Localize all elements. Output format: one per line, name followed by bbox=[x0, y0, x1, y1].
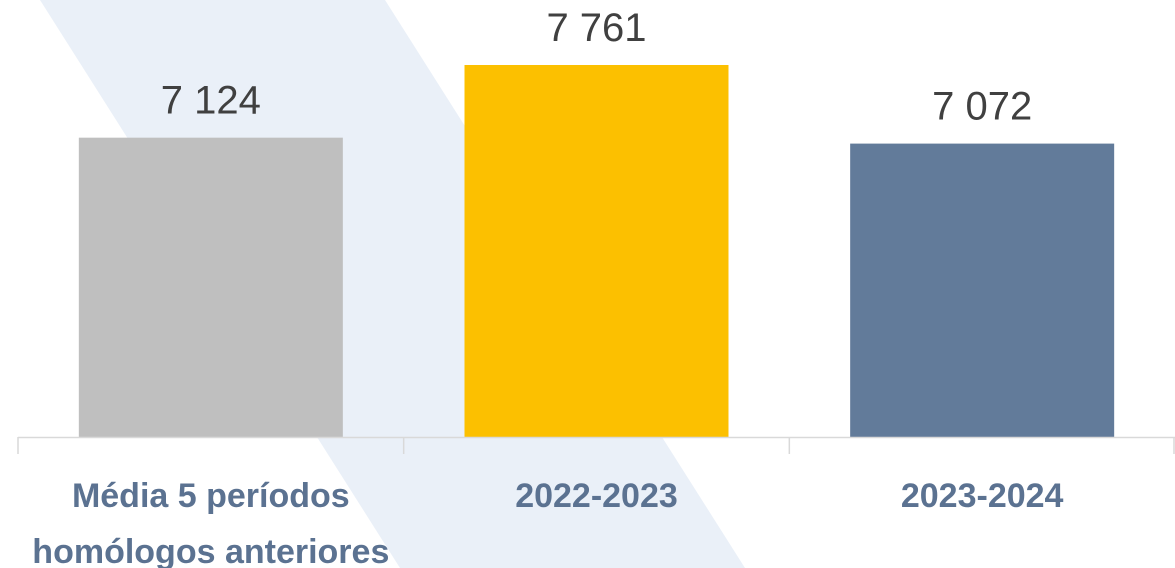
category-labels-group: Média 5 períodos homólogos anteriores 2022… bbox=[32, 477, 1063, 568]
value-labels-group: 7 124 7 761 7 072 bbox=[161, 6, 1032, 129]
value-label-2: 7 761 bbox=[546, 6, 646, 50]
category-label-1: Média 5 períodos homólogos anteriores bbox=[32, 477, 389, 568]
bar-1 bbox=[78, 137, 343, 437]
category-label-line: 2022-2023 bbox=[515, 477, 678, 515]
x-axis-ticks bbox=[17, 437, 1175, 454]
bar-3 bbox=[850, 143, 1115, 438]
bar-2 bbox=[464, 65, 729, 437]
category-label-3: 2023-2024 bbox=[901, 477, 1064, 515]
category-label-line: 2023-2024 bbox=[901, 477, 1064, 515]
value-label-1: 7 124 bbox=[161, 79, 261, 123]
value-label-3: 7 072 bbox=[932, 85, 1032, 129]
bars-group bbox=[78, 65, 1115, 438]
category-label-2: 2022-2023 bbox=[515, 477, 678, 515]
category-label-line: Média 5 períodos bbox=[72, 477, 350, 515]
category-label-line: homólogos anteriores bbox=[32, 533, 389, 568]
